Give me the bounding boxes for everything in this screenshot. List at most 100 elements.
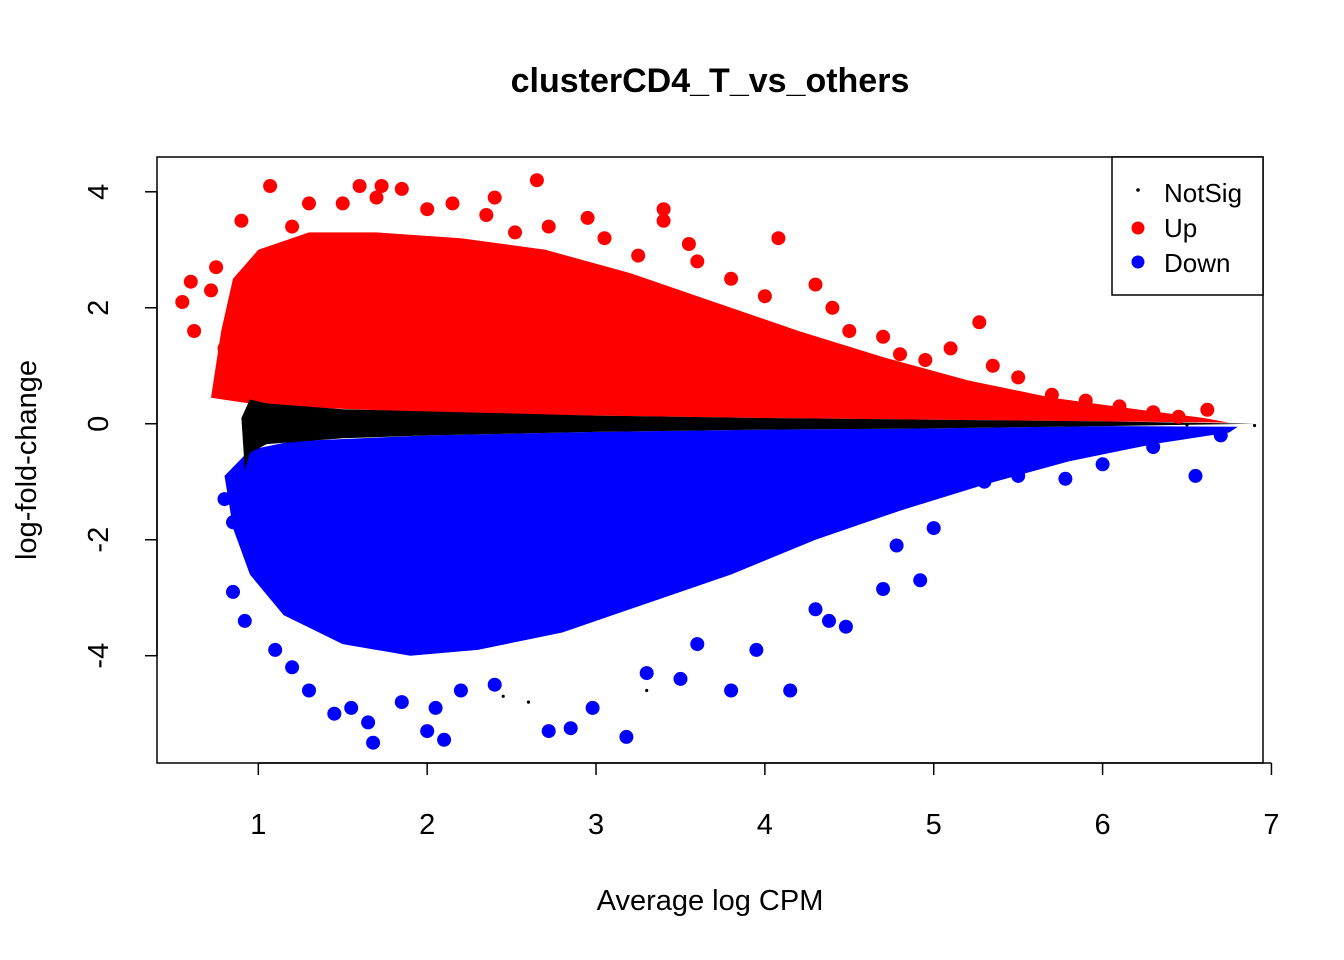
point-notsig-7 [425, 428, 429, 432]
point-up-49 [1200, 402, 1215, 417]
point-up-6 [217, 373, 232, 388]
point-down-52 [791, 480, 806, 495]
point-down-5 [268, 642, 283, 657]
point-up-21 [508, 225, 522, 240]
point-up-22 [529, 173, 544, 188]
point-down-33 [913, 573, 928, 588]
point-notsig-18 [1253, 423, 1257, 428]
point-down-3 [237, 613, 252, 628]
x-tick-label-5: 5 [926, 809, 942, 841]
point-notsig-2 [273, 404, 277, 408]
point-down-22 [639, 666, 654, 681]
point-up-36 [842, 324, 857, 338]
point-up-16 [394, 181, 409, 196]
point-up-33 [771, 231, 786, 246]
point-down-49 [639, 555, 654, 570]
point-down-32 [889, 538, 904, 553]
y-tick-label-4: 4 [83, 184, 115, 200]
point-notsig-16 [1101, 421, 1105, 425]
point-up-39 [918, 353, 933, 367]
point-down-41 [1213, 428, 1228, 443]
point-notsig-4 [315, 416, 319, 420]
point-down-54 [893, 463, 907, 478]
point-up-2 [187, 324, 202, 338]
point-up-51 [302, 347, 316, 362]
point-notsig-0 [253, 419, 257, 423]
point-down-42 [285, 503, 300, 518]
point-up-58 [656, 358, 671, 373]
point-notsig-19 [501, 694, 505, 698]
point-notsig-21 [645, 688, 649, 693]
legend-label-down: Down [1164, 248, 1230, 278]
point-down-1 [226, 515, 240, 530]
point-up-1 [183, 274, 198, 289]
y-tick-label--2: -2 [83, 527, 115, 553]
point-up-46 [1112, 399, 1127, 414]
point-up-0 [175, 295, 190, 309]
point-down-30 [838, 619, 853, 634]
point-notsig-17 [1185, 423, 1189, 427]
point-down-7 [302, 683, 316, 698]
point-up-19 [479, 208, 494, 222]
y-axis-label: log-fold-change [11, 360, 43, 560]
legend-marker-down [1131, 255, 1145, 269]
x-axis: 1 2 3 4 5 6 7 [250, 762, 1280, 841]
point-up-42 [985, 358, 1000, 373]
point-down-35 [977, 474, 992, 489]
point-up-34 [808, 277, 823, 292]
point-up-20 [487, 190, 502, 205]
point-down-18 [541, 724, 556, 739]
up-density [211, 232, 1230, 423]
x-tick-label-7: 7 [1263, 809, 1279, 841]
density-layer [211, 232, 1255, 656]
point-up-47 [1146, 405, 1161, 420]
down-density [224, 426, 1238, 656]
point-down-9 [344, 700, 359, 715]
x-tick-label-3: 3 [588, 809, 604, 841]
point-up-43 [1011, 370, 1026, 385]
point-down-44 [386, 486, 401, 501]
y-tick-label--4: -4 [83, 643, 115, 669]
point-down-12 [394, 695, 409, 710]
point-up-26 [631, 248, 646, 263]
point-down-11 [366, 735, 381, 750]
point-up-30 [690, 254, 705, 269]
point-up-17 [420, 202, 435, 217]
point-notsig-13 [847, 423, 851, 427]
point-up-7 [234, 213, 249, 228]
point-up-3 [204, 283, 218, 298]
point-up-54 [453, 335, 468, 350]
y-tick-label-0: 0 [83, 416, 115, 432]
point-down-38 [1095, 457, 1110, 472]
point-up-44 [1044, 387, 1059, 402]
point-notsig-1 [265, 429, 269, 433]
point-down-16 [453, 683, 468, 698]
point-up-32 [757, 289, 772, 304]
point-down-43 [335, 544, 350, 559]
point-up-8 [242, 266, 257, 280]
point-notsig-12 [763, 420, 767, 424]
point-down-24 [690, 637, 705, 652]
point-up-9 [263, 179, 278, 193]
points-layer [175, 173, 1257, 750]
legend: NotSig Up Down [1111, 156, 1264, 296]
point-up-4 [209, 260, 224, 275]
point-down-20 [585, 700, 600, 715]
point-up-14 [369, 190, 384, 205]
point-notsig-6 [374, 415, 379, 419]
point-up-12 [335, 196, 350, 211]
point-up-57 [605, 324, 620, 338]
point-notsig-5 [341, 425, 345, 429]
point-notsig-14 [932, 421, 936, 425]
legend-marker-notsig [1136, 188, 1140, 192]
point-up-45 [1078, 393, 1093, 408]
x-tick-label-2: 2 [419, 809, 435, 841]
point-down-15 [437, 732, 452, 747]
point-notsig-8 [493, 418, 497, 422]
point-notsig-3 [290, 439, 294, 443]
point-down-13 [420, 724, 435, 739]
notsig-density [241, 399, 1255, 471]
point-down-36 [1011, 468, 1026, 483]
point-down-53 [842, 497, 857, 512]
